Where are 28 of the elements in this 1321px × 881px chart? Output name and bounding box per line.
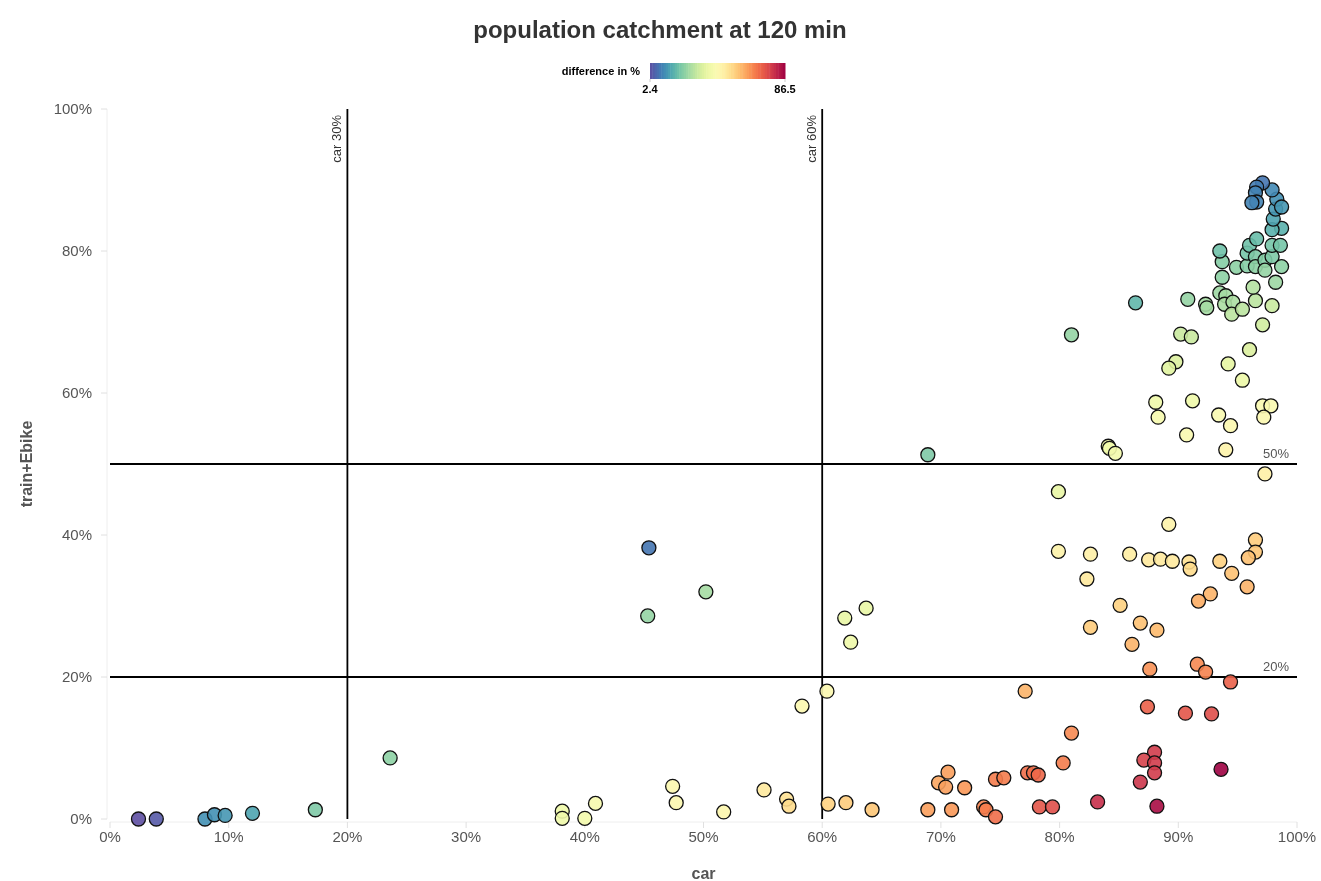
x-tick-label: 40%	[569, 828, 600, 845]
y-tick-label: 60%	[61, 384, 92, 401]
y-tick-label: 20%	[61, 668, 92, 685]
color-bar-label: 2.4	[642, 83, 659, 95]
x-tick-label: 10%	[213, 828, 244, 845]
x-tick-label: 90%	[1163, 828, 1194, 845]
ref-line-label: 20%	[1262, 659, 1290, 674]
colorbar: 2.4 86.5	[642, 63, 796, 95]
x-tick-label: 50%	[688, 828, 719, 845]
x-axis-title: car	[691, 865, 716, 881]
x-tick-label: 100%	[1277, 828, 1317, 845]
x-tick-label: 30%	[451, 828, 482, 845]
x-tick-label: 80%	[1044, 828, 1075, 845]
x-tick-label: 70%	[925, 828, 956, 845]
color-bar-title: difference in %	[561, 65, 641, 77]
y-tick-label: 80%	[61, 242, 92, 259]
y-axis-title: train+Ebike	[18, 420, 35, 508]
ref-line-label: car 30%	[329, 114, 345, 163]
y-tick-label: 0%	[70, 810, 92, 827]
x-tick-label: 20%	[332, 828, 363, 845]
x-tick-label: 60%	[807, 828, 838, 845]
ref-line-label: 50%	[1262, 446, 1290, 461]
chart-title: population catchment at 120 min	[473, 16, 847, 43]
color-bar-label: 86.5	[774, 83, 796, 95]
y-tick-label: 40%	[61, 526, 92, 543]
x-tick-label: 0%	[99, 828, 121, 845]
ref-line-label: car 60%	[804, 114, 820, 163]
y-tick-label: 100%	[53, 100, 92, 117]
